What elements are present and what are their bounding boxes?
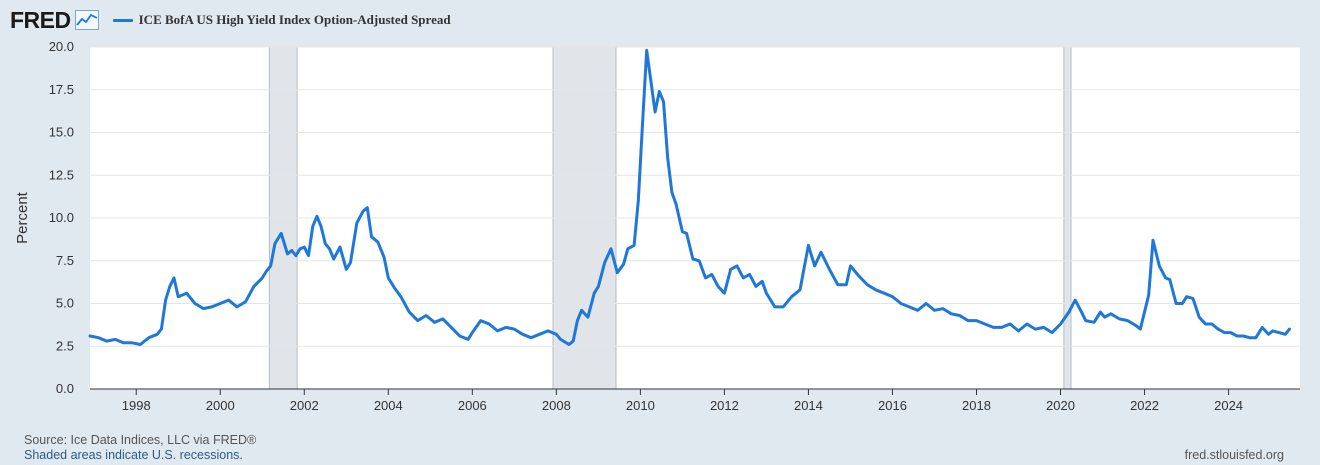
recession-note: Shaded areas indicate U.S. recessions. [24,448,243,462]
x-tick-label: 2008 [542,398,571,413]
x-tick-label: 2014 [794,398,823,413]
x-tick-label: 2016 [878,398,907,413]
y-tick-label: 0.0 [56,381,74,396]
fred-url[interactable]: fred.stlouisfed.org [1184,448,1284,462]
line-chart: 0.0 2.5 5.0 7.5 10.0 12.5 15.0 17.5 20.0 1998 2000… [14,39,1300,413]
x-tick-label: 2024 [1214,398,1243,413]
legend-swatch [112,18,133,22]
x-tick-label: 2010 [626,398,655,413]
fred-logo[interactable]: FRED [10,7,99,34]
fred-logo-text: FRED [10,6,71,33]
series-line [88,48,1291,346]
legend-label: ICE BofA US High Yield Index Option-Adju… [138,12,451,27]
source-text: Source: Ice Data Indices, LLC via FRED® [24,433,257,447]
y-tick-label: 10.0 [49,210,74,225]
chart-header: FRED ICE BofA US High Yield Index Option… [10,6,451,34]
y-tick-label: 20.0 [49,39,74,54]
y-tick-label: 2.5 [56,338,74,353]
x-tick-label: 2006 [458,398,487,413]
x-tick-label: 2000 [206,398,235,413]
chart-line-icon [74,10,99,30]
y-tick-label: 17.5 [49,82,74,97]
legend: ICE BofA US High Yield Index Option-Adju… [112,12,451,28]
x-tick-label: 2012 [710,398,739,413]
x-tick-label: 2004 [374,398,403,413]
x-tick-label: 1998 [122,398,151,413]
y-tick-label: 7.5 [56,253,74,268]
y-axis-title: Percent [14,191,31,244]
y-tick-label: 15.0 [49,125,74,140]
y-tick-label: 5.0 [56,296,74,311]
x-tick-label: 2018 [962,398,991,413]
x-tick-label: 2002 [290,398,319,413]
x-tick-label: 2022 [1130,398,1159,413]
x-tick-label: 2020 [1046,398,1075,413]
y-tick-label: 12.5 [49,167,74,182]
